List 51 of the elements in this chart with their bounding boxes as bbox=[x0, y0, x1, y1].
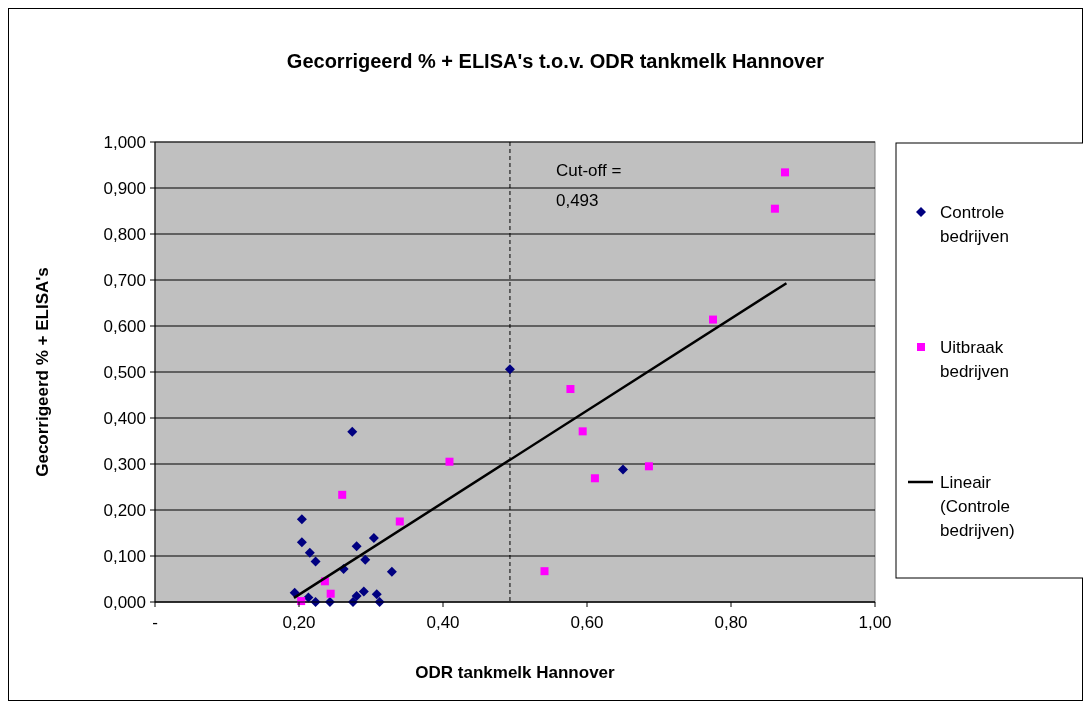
point bbox=[445, 457, 454, 466]
y-tick-label: 0,400 bbox=[103, 409, 146, 428]
point bbox=[351, 541, 362, 552]
x-tick-label: 0,60 bbox=[570, 613, 604, 632]
x-tick-label: 0,80 bbox=[714, 613, 748, 632]
point bbox=[351, 591, 362, 602]
y-tick-label: 0,200 bbox=[103, 501, 146, 520]
point bbox=[303, 592, 314, 603]
point bbox=[590, 474, 599, 483]
y-tick-label: 0,500 bbox=[103, 363, 146, 382]
point bbox=[770, 204, 779, 213]
point bbox=[296, 537, 307, 548]
point bbox=[618, 464, 628, 475]
point bbox=[386, 566, 397, 577]
y-tick-label: 0,300 bbox=[103, 455, 146, 474]
point bbox=[338, 490, 347, 499]
y-axis-title: Gecorrigeerd % + ELISA's bbox=[33, 267, 52, 477]
point bbox=[781, 168, 789, 177]
chart-title: Gecorrigeerd % + ELISA's t.o.v. ODR tankmelk Hannover bbox=[286, 50, 825, 72]
point bbox=[540, 567, 549, 576]
y-tick-label: 0,600 bbox=[103, 317, 146, 336]
point bbox=[709, 315, 717, 324]
legend-label: Controle bedrijven bbox=[940, 203, 1009, 246]
point bbox=[578, 427, 587, 436]
y-tick-label: 0,800 bbox=[103, 225, 146, 244]
legend-label: Lineair (Controle bedrijven) bbox=[940, 473, 1015, 540]
y-tick-label: 0,900 bbox=[103, 179, 146, 198]
x-tick-label: 0,20 bbox=[282, 613, 316, 632]
y-tick-label: 0,100 bbox=[103, 547, 146, 566]
point bbox=[368, 533, 379, 544]
x-axis-title: ODR tankmelk Hannover bbox=[415, 663, 616, 682]
x-tick-label: - bbox=[152, 613, 158, 632]
point bbox=[395, 517, 404, 526]
y-tick-label: 1,000 bbox=[103, 133, 146, 152]
point bbox=[360, 554, 371, 565]
point bbox=[310, 556, 321, 567]
y-tick-label: 0,000 bbox=[103, 593, 146, 612]
x-tick-label: 1,00 bbox=[858, 613, 892, 632]
ref-line-label: Cut-off = 0,493 bbox=[555, 161, 622, 210]
point bbox=[358, 586, 369, 597]
point bbox=[504, 364, 515, 375]
point bbox=[644, 462, 653, 471]
point bbox=[304, 547, 315, 558]
point bbox=[326, 589, 335, 598]
legend-label: Uitbraak bedrijven bbox=[940, 338, 1009, 381]
y-tick-label: 0,700 bbox=[103, 271, 146, 290]
x-tick-label: 0,40 bbox=[426, 613, 460, 632]
point bbox=[371, 589, 382, 600]
point bbox=[566, 385, 575, 394]
point bbox=[347, 426, 358, 437]
point bbox=[296, 514, 307, 525]
